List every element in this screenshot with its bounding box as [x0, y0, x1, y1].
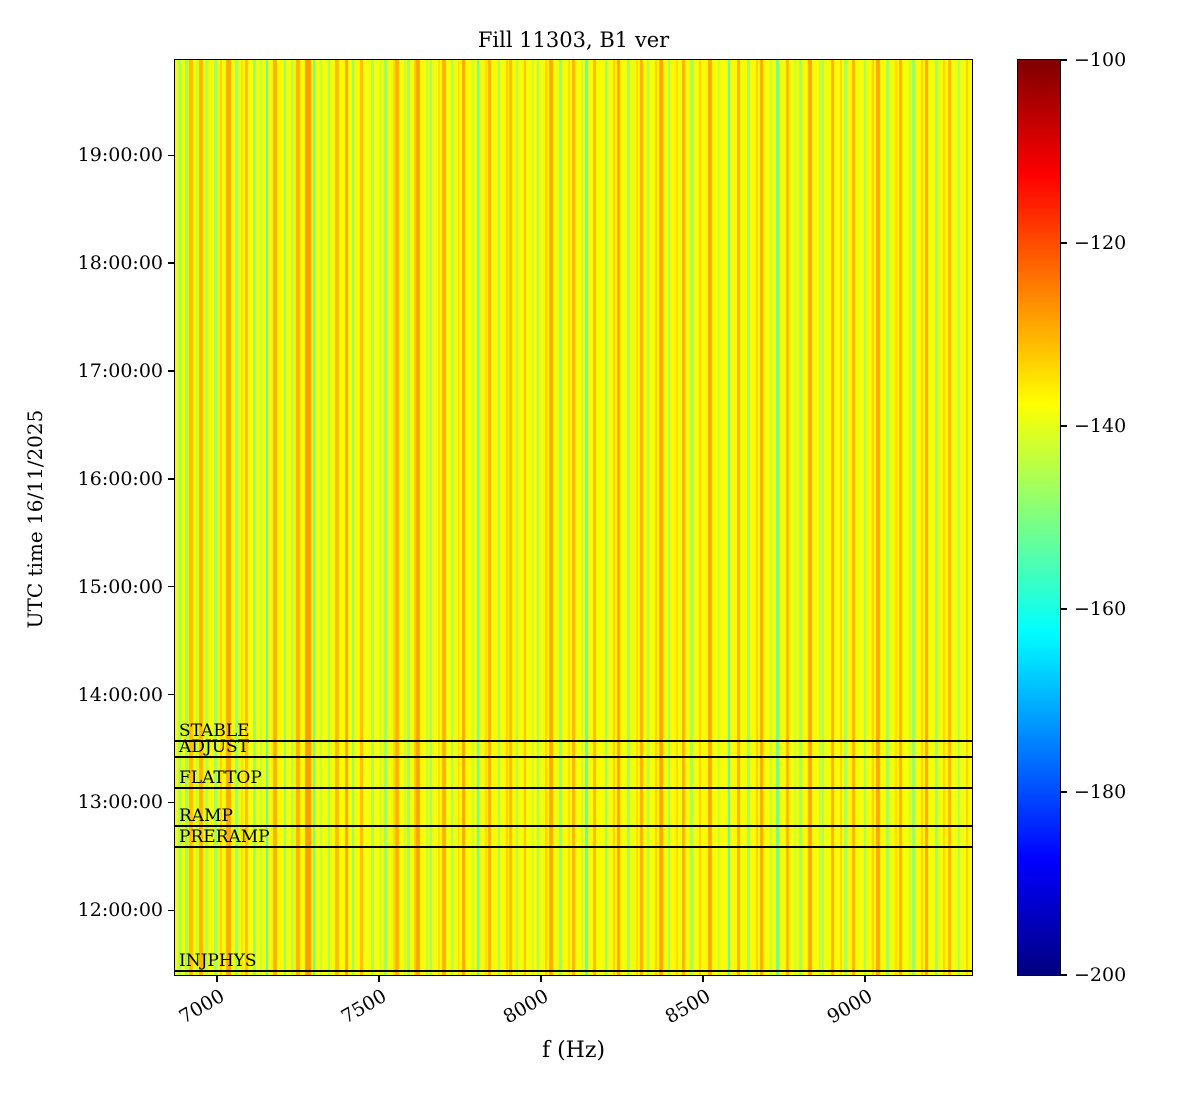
y-tick-label: 17:00:00: [77, 359, 163, 382]
beam-mode-label-ramp: RAMP: [179, 805, 233, 826]
colorbar-tick-mark: [1060, 425, 1067, 427]
colorbar-tick-mark: [1060, 791, 1067, 793]
colorbar-tick-label: −120: [1074, 232, 1127, 254]
colorbar-tick-label: −140: [1074, 415, 1127, 437]
x-tick-mark: [378, 975, 380, 982]
y-tick-label: 16:00:00: [77, 467, 163, 490]
beam-mode-line-stable: [175, 740, 972, 743]
chart-title: Fill 11303, B1 ver: [477, 28, 670, 52]
y-axis-label: UTC time 16/11/2025: [23, 409, 47, 629]
x-tick-mark: [216, 975, 218, 982]
y-tick-mark: [168, 693, 175, 696]
y-tick-mark: [168, 262, 175, 264]
beam-mode-line-adjust: [175, 756, 972, 759]
beam-mode-line-ramp: [175, 824, 972, 827]
colorbar-tick-mark: [1060, 242, 1067, 244]
x-tick-label: 7500: [337, 985, 391, 1029]
beam-mode-label-injphys: INJPHYS: [179, 951, 257, 972]
spectrogram-heatmap: [175, 60, 972, 975]
beam-mode-label-stable: STABLE: [179, 721, 250, 742]
y-tick-label: 13:00:00: [77, 791, 163, 814]
beam-mode-label-flattop: FLATTOP: [179, 768, 262, 789]
colorbar-tick-mark: [1060, 59, 1067, 61]
y-tick-label: 18:00:00: [77, 252, 163, 275]
x-tick-label: 7000: [175, 985, 229, 1029]
y-tick-label: 19:00:00: [77, 144, 163, 167]
x-tick-label: 8500: [661, 985, 715, 1029]
y-tick-mark: [168, 909, 175, 911]
x-axis-label: f (Hz): [541, 1038, 606, 1063]
y-tick-label: 14:00:00: [77, 683, 163, 706]
colorbar-tick-label: −180: [1074, 781, 1127, 803]
x-tick-mark: [864, 975, 866, 982]
y-tick-mark: [168, 801, 175, 804]
beam-mode-label-preramp: PRERAMP: [179, 827, 270, 848]
y-tick-mark: [168, 370, 175, 372]
y-tick-mark: [168, 478, 175, 480]
y-tick-mark: [168, 154, 175, 156]
x-tick-mark: [702, 975, 704, 982]
x-tick-mark: [540, 975, 542, 982]
colorbar-tick-label: −100: [1074, 49, 1127, 71]
y-tick-label: 15:00:00: [77, 575, 163, 598]
x-tick-label: 8000: [499, 985, 553, 1029]
colorbar: [1018, 60, 1060, 975]
beam-mode-label-adjust: ADJUST: [179, 737, 250, 758]
colorbar-tick-label: −200: [1074, 964, 1127, 986]
y-tick-label: 12:00:00: [77, 899, 163, 922]
colorbar-tick-label: −160: [1074, 598, 1127, 620]
colorbar-tick-mark: [1060, 974, 1067, 976]
beam-mode-line-preramp: [175, 846, 972, 849]
x-tick-label: 9000: [823, 985, 877, 1029]
beam-mode-line-injphys: [175, 970, 972, 973]
y-tick-mark: [168, 586, 175, 588]
beam-mode-line-flattop: [175, 787, 972, 790]
colorbar-tick-mark: [1060, 608, 1067, 610]
